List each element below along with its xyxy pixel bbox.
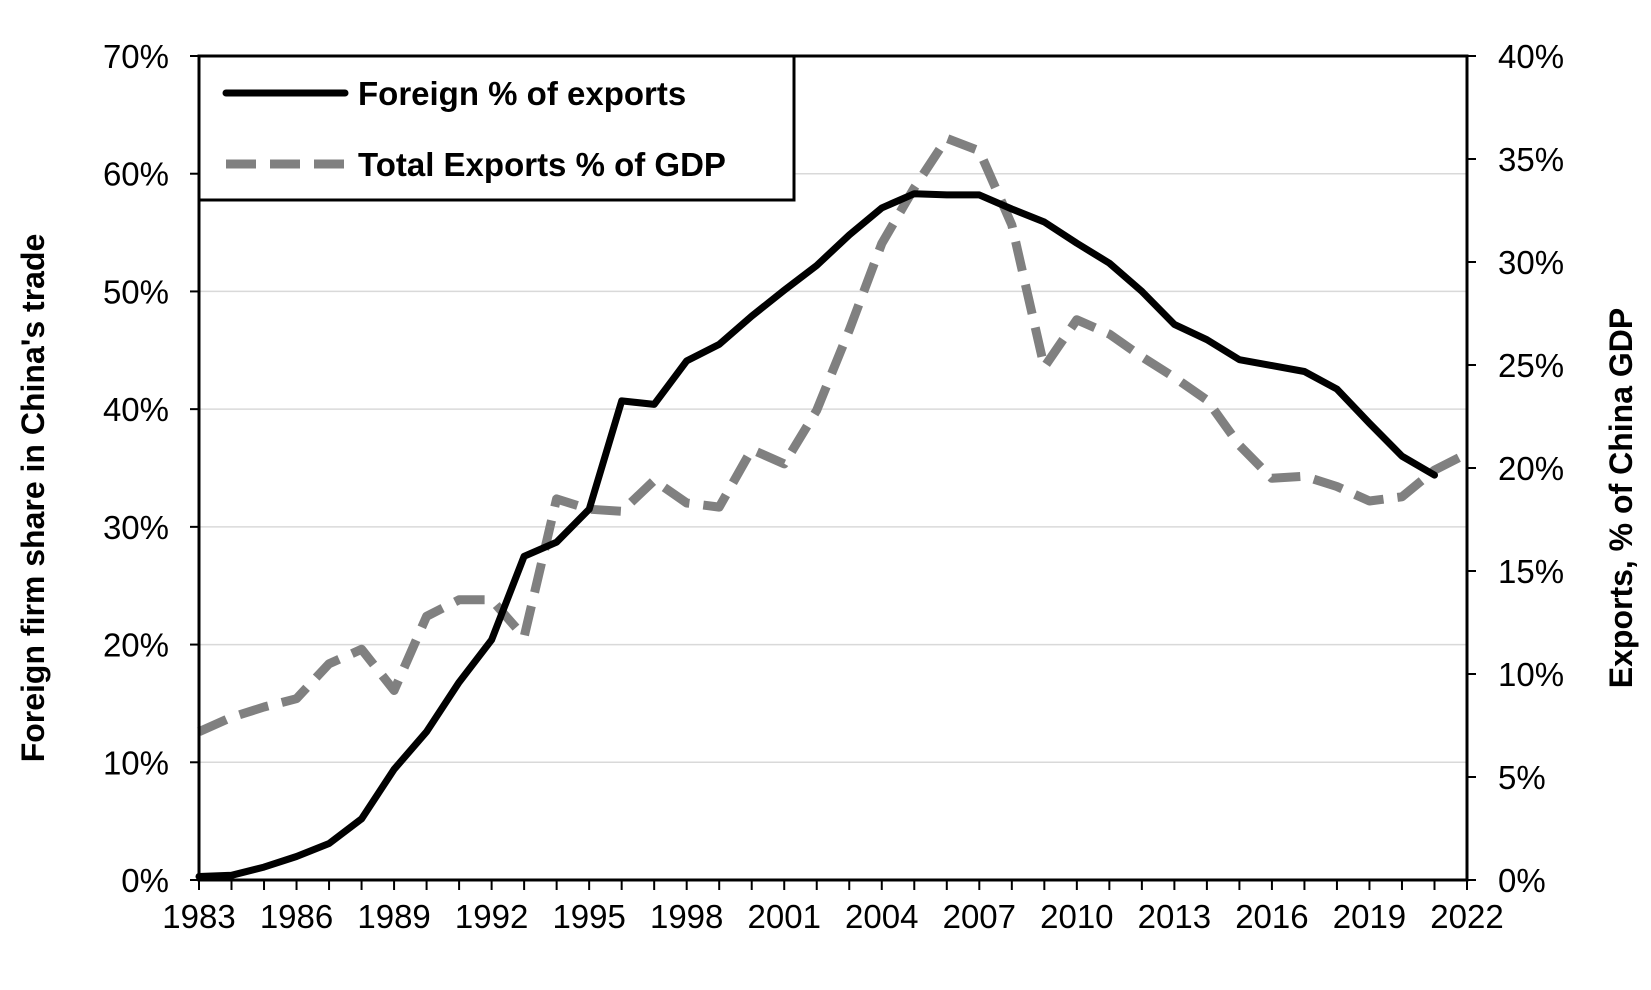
x-tick-label: 2016: [1235, 898, 1308, 935]
x-tick-label: 1998: [650, 898, 723, 935]
axes: 0% 10% 20% 30% 40% 50% 60% 70% 0% 5% 10% 15% 20% 25% 3…: [103, 38, 1564, 935]
y-tick-label: 30%: [103, 509, 169, 546]
legend: Foreign % of exports Total Exports % of …: [197, 54, 796, 202]
y-axis-title: Foreign firm share in China's trade: [15, 234, 51, 763]
y2-tick-label: 5%: [1498, 759, 1546, 796]
y-tick-label: 50%: [103, 273, 169, 310]
y-tick-label: 70%: [103, 38, 169, 75]
x-tick-label: 2007: [943, 898, 1016, 935]
legend-label-foreign: Foreign % of exports: [358, 75, 686, 112]
x-tick-label: 1983: [162, 898, 235, 935]
y2-tick-label: 35%: [1498, 141, 1564, 178]
y2-tick-label: 10%: [1498, 656, 1564, 693]
x-tick-label: 1989: [357, 898, 430, 935]
legend-label-exports: Total Exports % of GDP: [358, 146, 726, 183]
y2-tick-label: 15%: [1498, 553, 1564, 590]
y-tick-label: 20%: [103, 627, 169, 664]
y-tick-label: 40%: [103, 391, 169, 428]
x-tick-label: 2004: [845, 898, 918, 935]
series-layer: [195, 133, 1470, 880]
x-tick-label: 2022: [1430, 898, 1503, 935]
y-tick-label: 0%: [121, 862, 169, 899]
x-tick-label: 1995: [552, 898, 625, 935]
x-tick-label: 2010: [1040, 898, 1113, 935]
series-line-exports: [197, 133, 1470, 736]
x-tick-label: 1986: [260, 898, 333, 935]
y2-tick-label: 0%: [1498, 862, 1546, 899]
x-tick-label: 2013: [1138, 898, 1211, 935]
y2-tick-label: 25%: [1498, 347, 1564, 384]
legend-box: [197, 54, 796, 202]
y2-tick-label: 30%: [1498, 244, 1564, 281]
x-tick-label: 2019: [1333, 898, 1406, 935]
x-tick-label: 2001: [748, 898, 821, 935]
y2-tick-label: 40%: [1498, 38, 1564, 75]
series-line-foreign: [195, 190, 1438, 880]
y-tick-label: 60%: [103, 156, 169, 193]
y-tick-label: 10%: [103, 744, 169, 781]
y2-axis-title: Exports, % of China GDP: [1603, 308, 1639, 688]
y2-tick-label: 20%: [1498, 450, 1564, 487]
x-tick-label: 1992: [455, 898, 528, 935]
